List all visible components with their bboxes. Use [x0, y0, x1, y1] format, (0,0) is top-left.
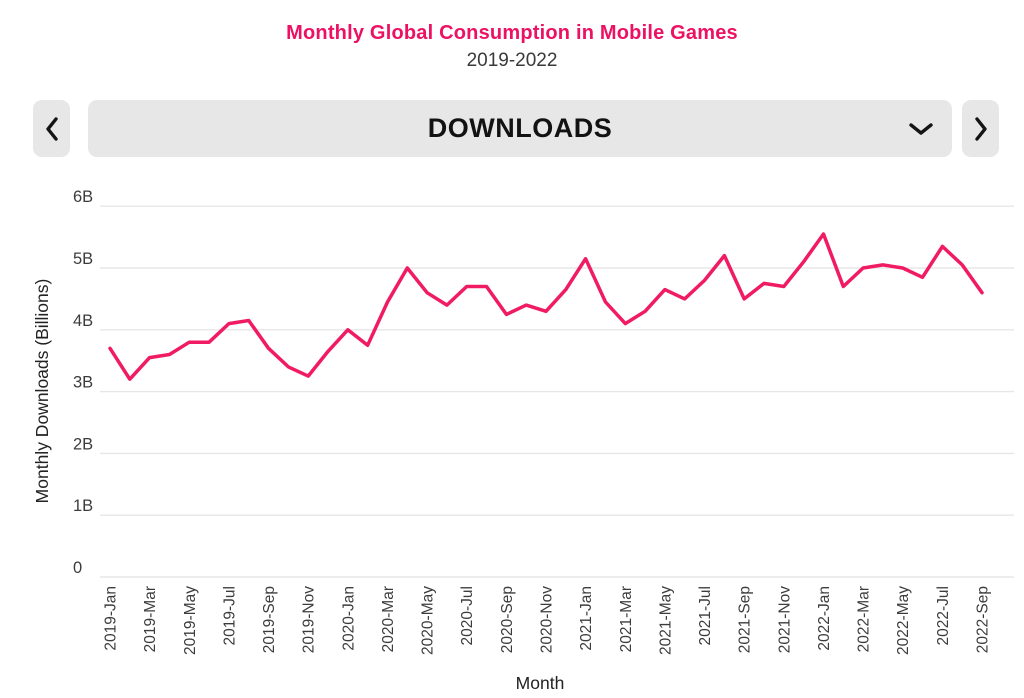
x-tick-label: 2022-May: [895, 586, 912, 655]
x-tick-label: 2020-Sep: [499, 586, 516, 653]
chevron-down-icon: [908, 121, 934, 137]
x-tick-label: 2021-Jul: [697, 586, 714, 645]
x-tick-label: 2020-Nov: [539, 586, 556, 653]
next-metric-button[interactable]: [962, 100, 999, 157]
y-tick-label: 4B: [73, 312, 93, 330]
y-tick-label: 5B: [73, 250, 93, 268]
x-tick-label: 2021-Mar: [618, 586, 635, 652]
chevron-right-icon: [973, 116, 989, 142]
x-tick-label: 2021-Jan: [578, 586, 595, 651]
x-tick-label: 2019-Mar: [142, 586, 159, 652]
x-tick-label: 2019-Sep: [261, 586, 278, 653]
prev-metric-button[interactable]: [33, 100, 70, 157]
x-tick-label: 2021-May: [657, 586, 674, 655]
y-tick-label: 0: [73, 559, 82, 577]
x-tick-label: 2022-Sep: [975, 586, 992, 653]
downloads-line: [108, 232, 984, 381]
x-tick-label: 2020-Jan: [340, 586, 357, 651]
y-axis-title: Monthly Downloads (Billions): [32, 279, 52, 504]
chart-subtitle: 2019-2022: [466, 50, 558, 71]
x-tick-label: 2021-Sep: [737, 586, 754, 653]
x-tick-label: 2020-May: [420, 586, 437, 655]
x-tick-label: 2020-Jul: [459, 586, 476, 645]
x-tick-label: 2020-Mar: [380, 586, 397, 652]
chart-title: Monthly Global Consumption in Mobile Gam…: [286, 22, 738, 44]
x-tick-label: 2019-Jul: [221, 586, 238, 645]
x-tick-label: 2019-Jan: [103, 586, 120, 651]
x-tick-label: 2022-Mar: [856, 586, 873, 652]
x-tick-label: 2019-Nov: [301, 586, 318, 653]
metric-dropdown-label: DOWNLOADS: [427, 113, 613, 143]
x-tick-label: 2022-Jan: [816, 586, 833, 651]
x-axis-title: Month: [516, 673, 565, 693]
y-tick-label: 1B: [73, 497, 93, 515]
x-tick-label: 2019-May: [182, 586, 199, 655]
metric-dropdown[interactable]: DOWNLOADS: [88, 100, 952, 157]
y-tick-label: 2B: [73, 435, 93, 453]
y-tick-label: 3B: [73, 374, 93, 392]
x-tick-label: 2021-Nov: [776, 586, 793, 653]
x-tick-label: 2022-Jul: [935, 586, 952, 645]
chevron-left-icon: [44, 116, 60, 142]
y-tick-label: 6B: [73, 188, 93, 206]
